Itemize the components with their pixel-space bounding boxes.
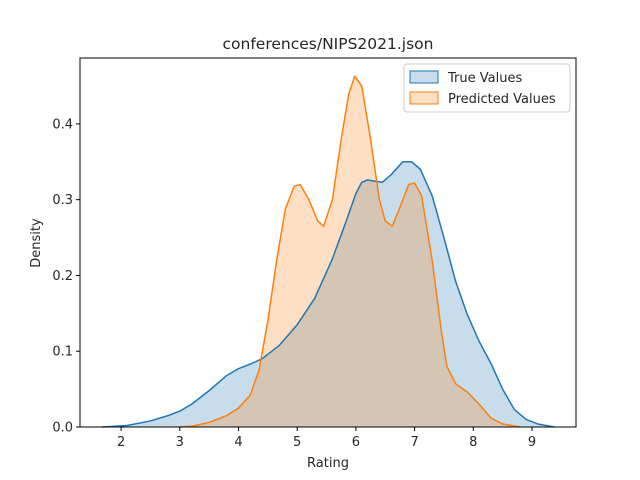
legend: True Values Predicted Values (403, 63, 571, 113)
x-tick-label-1: 3 (176, 435, 184, 450)
legend-label-0: True Values (447, 71, 522, 86)
chart-title: conferences/NIPS2021.json (223, 35, 434, 53)
legend-swatch-1 (409, 91, 439, 105)
y-tick-label-1: 0.1 (52, 345, 73, 360)
y-tick-label-2: 0.2 (52, 269, 73, 284)
legend-swatch-0 (409, 70, 439, 84)
x-tick-label-5: 7 (410, 435, 418, 450)
plot-frame (79, 57, 577, 428)
series-line-1 (179, 75, 521, 428)
x-tick-label-6: 8 (469, 435, 477, 450)
axes: 2 3 4 5 6 7 8 9 0.0 0.1 0.2 0.3 0.4 (52, 57, 577, 450)
x-axis-label: Rating (307, 456, 349, 471)
x-tick-label-3: 5 (293, 435, 301, 450)
x-tick-label-0: 2 (117, 435, 125, 450)
x-tick-label-2: 4 (234, 435, 242, 450)
plot-area (102, 75, 555, 428)
y-tick-label-3: 0.3 (52, 193, 73, 208)
y-tick-label-0: 0.0 (52, 421, 73, 436)
y-axis-label: Density (29, 218, 44, 268)
series-area-0 (102, 161, 555, 428)
series-line-0 (102, 161, 555, 428)
y-tick-label-4: 0.4 (52, 117, 73, 132)
legend-box (403, 63, 571, 113)
x-tick-label-7: 9 (528, 435, 536, 450)
x-tick-label-4: 6 (352, 435, 360, 450)
legend-label-1: Predicted Values (448, 92, 556, 107)
